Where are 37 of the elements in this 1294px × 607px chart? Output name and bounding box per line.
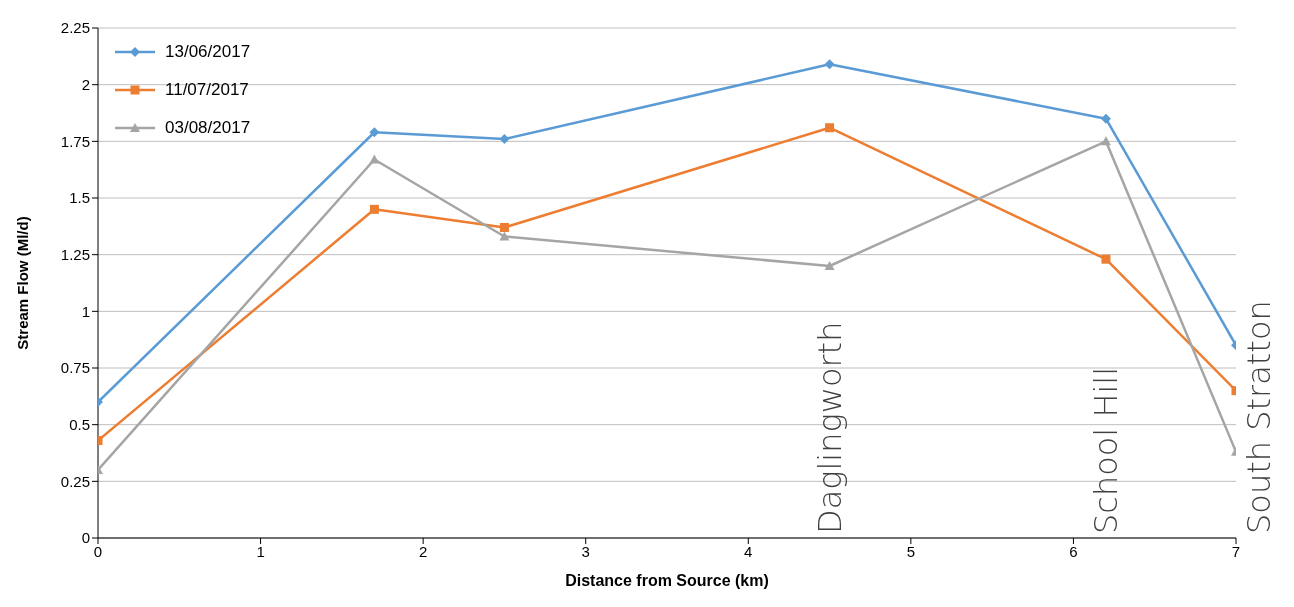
point bbox=[1100, 136, 1111, 146]
annotation: School Hill bbox=[1087, 366, 1126, 534]
x-tick-label: 6 bbox=[1069, 542, 1078, 560]
point bbox=[499, 231, 510, 241]
y-tick-label: 0.5 bbox=[69, 415, 90, 433]
x-tick-label: 0 bbox=[93, 542, 103, 560]
point bbox=[1100, 113, 1111, 124]
y-tick-label: 0.25 bbox=[60, 472, 90, 490]
y-axis-title: Stream Flow (Ml/d) bbox=[14, 216, 32, 350]
x-tick-label: 5 bbox=[906, 542, 916, 560]
legend-label: 13/06/2017 bbox=[165, 41, 251, 63]
point bbox=[369, 204, 379, 214]
y-tick-label: 1.75 bbox=[60, 132, 90, 150]
x-tick-label: 2 bbox=[418, 542, 428, 560]
x-tick-label: 7 bbox=[1231, 542, 1241, 560]
point bbox=[824, 59, 835, 70]
y-tick-label: 0 bbox=[81, 529, 90, 547]
annotation: Daglingworth bbox=[810, 321, 849, 534]
point bbox=[1101, 254, 1111, 264]
y-tick-label: 1 bbox=[81, 302, 90, 320]
legend-label: 03/08/2017 bbox=[165, 117, 251, 139]
point bbox=[825, 123, 835, 133]
point bbox=[369, 127, 380, 138]
point bbox=[499, 222, 509, 232]
y-tick-label: 2 bbox=[81, 75, 90, 93]
y-tick-label: 2.25 bbox=[60, 19, 90, 37]
point bbox=[824, 261, 835, 270]
x-tick-label: 3 bbox=[581, 542, 590, 560]
x-tick-label: 4 bbox=[744, 542, 753, 560]
x-tick-label: 1 bbox=[256, 542, 265, 560]
text: South Stratton bbox=[1239, 300, 1278, 534]
legend-label: 11/07/2017 bbox=[165, 79, 249, 101]
point bbox=[499, 134, 510, 145]
y-tick-label: 1.5 bbox=[69, 189, 90, 207]
y-tick-label: 0.75 bbox=[60, 359, 90, 377]
y-tick-label: 1.25 bbox=[60, 245, 90, 263]
x-axis-title: Distance from Source (km) bbox=[565, 572, 769, 589]
